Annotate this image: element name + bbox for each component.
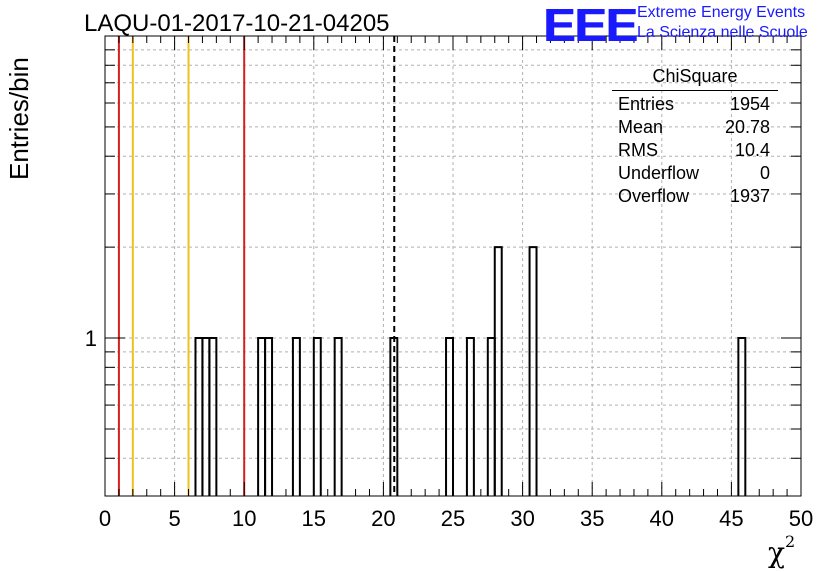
stats-value: 0 bbox=[759, 163, 770, 183]
y-tick-label: 1 bbox=[85, 326, 97, 351]
y-axis-label: Entries/bin bbox=[4, 57, 34, 180]
stats-row: Entries 1954 bbox=[612, 93, 778, 116]
x-tick-label: 10 bbox=[232, 506, 256, 531]
histogram-bin bbox=[291, 337, 301, 496]
x-axis-label-sup: 2 bbox=[784, 532, 796, 551]
stats-row: Underflow 0 bbox=[612, 162, 778, 185]
stats-value: 1954 bbox=[729, 94, 770, 114]
stats-divider bbox=[612, 90, 778, 91]
x-tick-label: 25 bbox=[441, 506, 465, 531]
histogram-bin bbox=[208, 337, 218, 496]
x-tick-label: 45 bbox=[719, 506, 743, 531]
stats-label: RMS bbox=[618, 140, 658, 160]
histogram-bin bbox=[465, 337, 475, 496]
histogram-bin bbox=[528, 246, 538, 496]
x-axis-label-base: χ bbox=[768, 536, 785, 569]
x-axis-label: χ2 bbox=[768, 532, 795, 569]
eee-logo: EEE Extreme Energy Events La Scienza nel… bbox=[543, 0, 833, 51]
histogram-bin bbox=[737, 337, 747, 496]
stats-label: Mean bbox=[618, 117, 664, 137]
stats-row: RMS 10.4 bbox=[612, 139, 778, 162]
x-tick-label: 30 bbox=[510, 506, 534, 531]
histogram-bars bbox=[194, 246, 747, 496]
x-tick-label: 40 bbox=[650, 506, 674, 531]
stats-row: Mean 20.78 bbox=[612, 116, 778, 139]
x-tick-label: 20 bbox=[371, 506, 395, 531]
stats-label: Entries bbox=[618, 94, 675, 114]
x-tick-label: 0 bbox=[99, 506, 111, 531]
histogram-bin bbox=[333, 337, 343, 496]
histogram-bin bbox=[257, 337, 267, 496]
stats-value: 10.4 bbox=[734, 140, 770, 160]
run-title: LAQU-01-2017-10-21-04205 bbox=[84, 10, 390, 37]
stats-label: Underflow bbox=[618, 163, 700, 183]
x-tick-label: 35 bbox=[580, 506, 604, 531]
reference-lines bbox=[117, 36, 396, 496]
histogram-bin bbox=[493, 246, 503, 496]
histogram-bin bbox=[194, 337, 204, 496]
x-tick-label: 50 bbox=[789, 506, 813, 531]
stats-box: ChiSquare Entries 1954 Mean 20.78 RMS 10… bbox=[612, 64, 778, 208]
histogram-bin bbox=[486, 337, 496, 496]
logo-mark: EEE bbox=[543, 0, 638, 51]
stats-value: 20.78 bbox=[724, 117, 770, 137]
histogram-bin bbox=[264, 337, 274, 496]
stats-row: Overflow 1937 bbox=[612, 185, 778, 208]
stats-title: ChiSquare bbox=[652, 66, 738, 86]
logo-line-1: Extreme Energy Events bbox=[637, 4, 806, 21]
axis-ticks: 0 5 10 15 20 25 30 35 40 45 50 1 bbox=[85, 36, 813, 531]
x-tick-label: 15 bbox=[302, 506, 326, 531]
histogram-bin bbox=[201, 337, 211, 496]
histogram-bin bbox=[445, 337, 454, 496]
logo-line-2: La Scienza nelle Scuole bbox=[637, 24, 808, 41]
stats-value: 1937 bbox=[729, 186, 770, 206]
stats-label: Overflow bbox=[618, 186, 690, 206]
histogram-bin bbox=[312, 337, 322, 496]
x-tick-label: 5 bbox=[168, 506, 180, 531]
